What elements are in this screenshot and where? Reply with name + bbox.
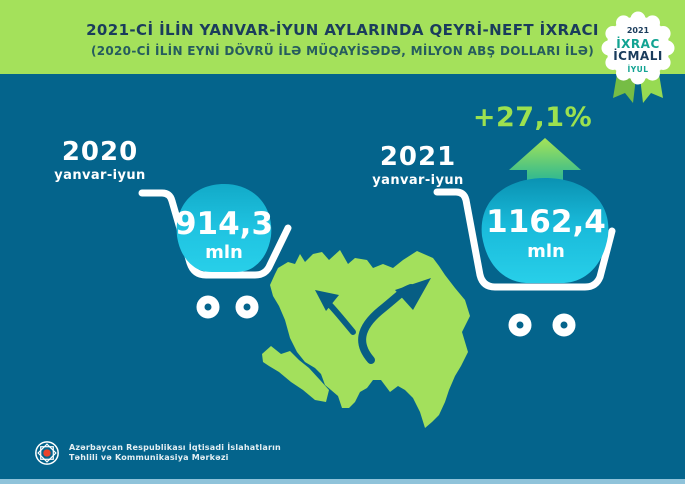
seal-scallops-icon [601, 11, 675, 85]
period-2020: yanvar-iyun [54, 168, 146, 183]
year-2020: 2020 [61, 137, 139, 167]
value-blob-icon [176, 184, 272, 272]
state-emblem-logo-icon [35, 441, 59, 465]
badge-year: 2021 [627, 26, 650, 35]
ixrac-icmali-badge-icon: 2021 İXRAC İCMALI İYUL [601, 11, 675, 103]
unit-2021: mln [527, 241, 565, 262]
page-subtitle: (2020-Cİ İLİN EYNİ DÖVRÜ İLƏ MÜQAYİSƏDƏ,… [90, 44, 595, 58]
value-2020: 914,3 [175, 206, 273, 242]
org-name: Azərbaycan Respublikası İqtisadi İslahat… [69, 443, 281, 464]
cart-outline-icon [138, 189, 292, 279]
map-mainland-icon [270, 250, 470, 428]
value-2021: 1162,4 [486, 204, 606, 240]
cart-2020-icon: 914,3 mln [138, 184, 292, 319]
value-blob-icon [481, 178, 609, 283]
cart-outline-icon [433, 188, 616, 291]
cart-wheel-icon [196, 295, 220, 319]
label-2020: 2020 yanvar-iyun [50, 139, 150, 183]
footer: Azərbaycan Respublikası İqtisadi İslahat… [34, 440, 281, 466]
org-name-line1: Azərbaycan Respublikası İqtisadi İslahat… [69, 442, 281, 452]
export-arrows-icon [315, 278, 431, 364]
cart-wheel-icon [235, 295, 259, 319]
unit-2020: mln [205, 242, 243, 263]
bottom-accent-strip [0, 479, 685, 484]
cart-wheel-icon [508, 313, 532, 337]
page-title: 2021-Cİ İLİN YANVAR-İYUN AYLARINDA QEYRİ… [86, 21, 599, 39]
org-name-line2: Təhlili və Kommunikasiya Mərkəzi [69, 453, 229, 462]
cart-2021-icon: 1162,4 mln [433, 138, 616, 337]
badge-month: İYUL [627, 65, 648, 74]
cart-wheel-icon [552, 313, 576, 337]
label-2021: 2021 yanvar-iyun [368, 144, 468, 188]
growth-percent: +27,1% [472, 102, 593, 133]
map-nakhchivan-icon [262, 346, 329, 402]
period-2021: yanvar-iyun [372, 173, 464, 188]
badge-title-line1: İXRAC [616, 36, 660, 51]
header-band: 2021-Cİ İLİN YANVAR-İYUN AYLARINDA QEYRİ… [0, 0, 685, 74]
azerbaijan-map-icon [262, 250, 470, 428]
badge-title-line2: İCMALI [613, 48, 663, 63]
year-2021: 2021 [379, 142, 457, 172]
